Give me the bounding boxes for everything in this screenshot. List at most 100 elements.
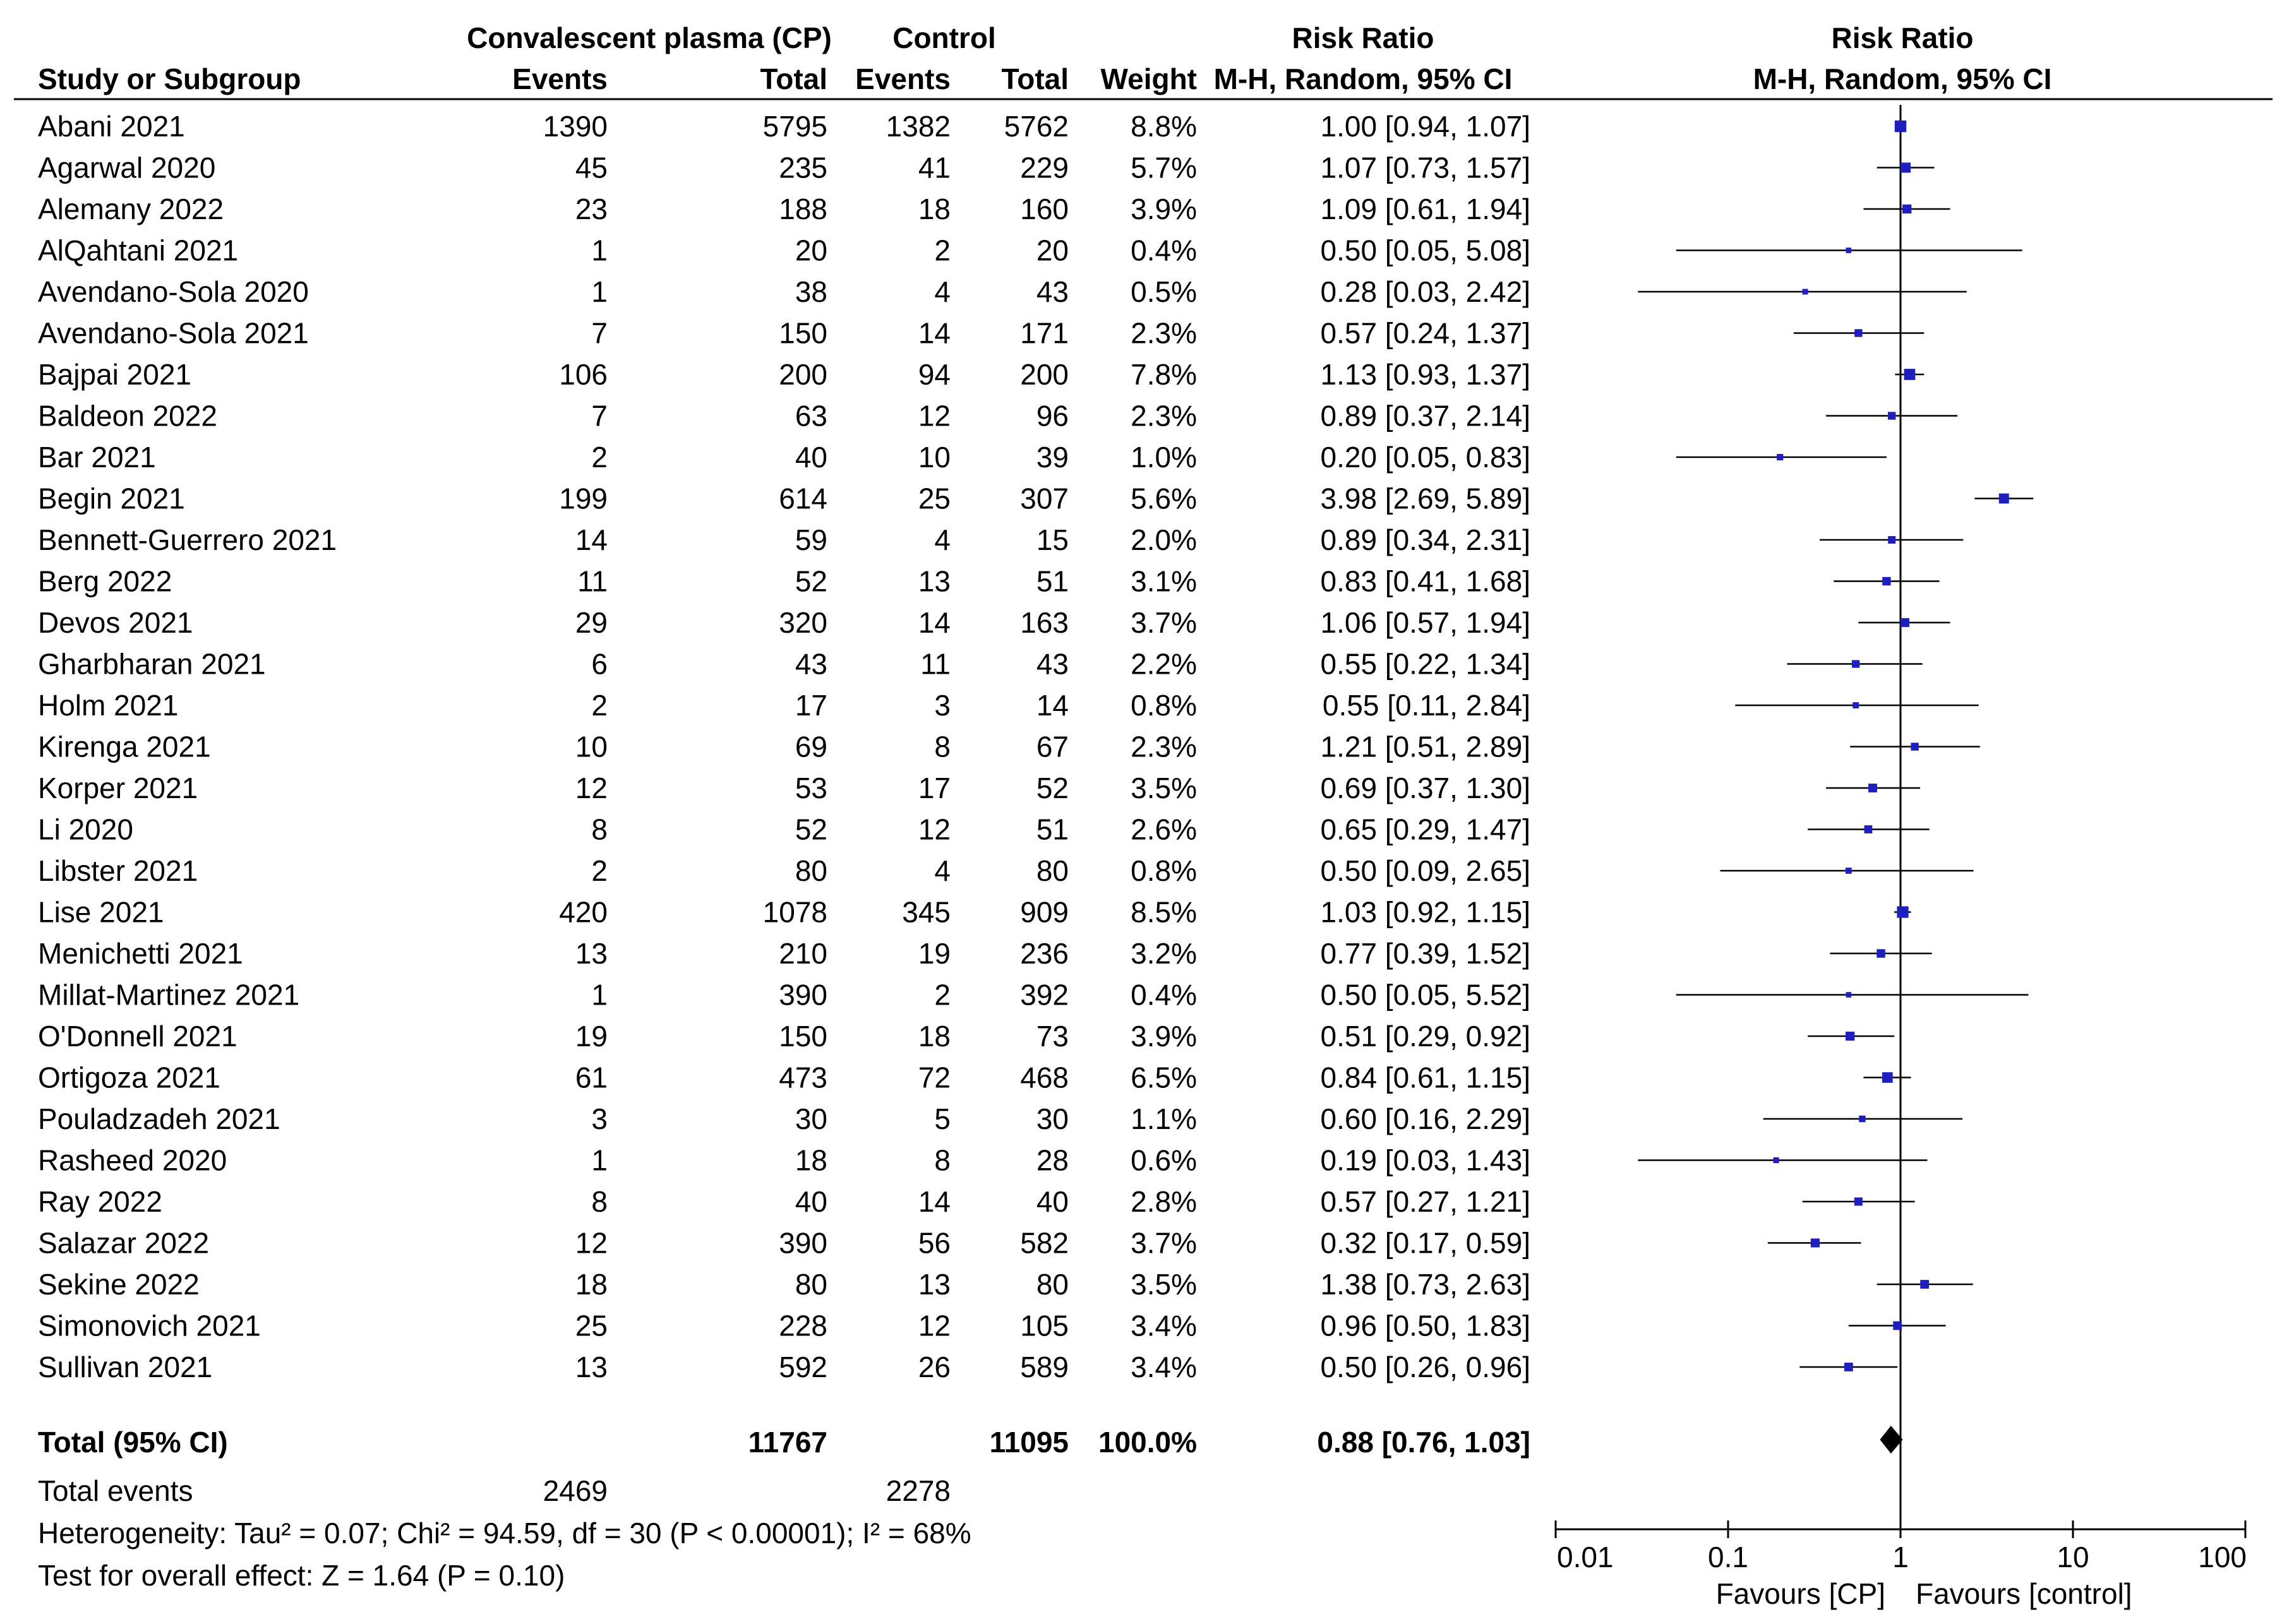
cp-total: 320 — [779, 606, 827, 639]
cp-total: 150 — [779, 1020, 827, 1053]
risk-ratio-ci: 0.89 [0.34, 2.31] — [1321, 523, 1531, 556]
header-cp-events: Events — [512, 63, 608, 95]
control-total: 5762 — [1004, 110, 1069, 143]
effect-square — [1844, 1363, 1853, 1371]
control-events: 3 — [934, 689, 951, 722]
study-name: Rasheed 2020 — [38, 1144, 227, 1177]
control-total: 80 — [1036, 854, 1069, 887]
cp-total: 473 — [779, 1061, 827, 1094]
table-row: Pouladzadeh 2021 3 30 5 30 1.1% 0.60 [0.16, 2.… — [38, 1102, 1530, 1135]
control-events: 4 — [934, 523, 951, 556]
risk-ratio-ci: 0.32 [0.17, 0.59] — [1321, 1227, 1531, 1260]
study-weight: 8.8% — [1131, 110, 1197, 143]
risk-ratio-ci: 1.38 [0.73, 2.63] — [1321, 1268, 1531, 1301]
risk-ratio-ci: 0.20 [0.05, 0.83] — [1321, 441, 1531, 474]
risk-ratio-ci: 0.60 [0.16, 2.29] — [1321, 1102, 1531, 1135]
study-name: Sullivan 2021 — [38, 1351, 212, 1383]
study-weight: 3.7% — [1131, 606, 1197, 639]
table-row: Simonovich 2021 25 228 12 105 3.4% 0.96 [0.50,… — [38, 1310, 1530, 1342]
risk-ratio-ci: 0.57 [0.27, 1.21] — [1321, 1185, 1531, 1218]
control-events: 8 — [934, 731, 951, 763]
cp-total: 210 — [779, 937, 827, 970]
study-weight: 2.2% — [1131, 648, 1197, 681]
header-plot-method: M-H, Random, 95% CI — [1753, 63, 2052, 95]
control-events: 18 — [918, 193, 951, 225]
study-name: Avendano-Sola 2020 — [38, 275, 309, 308]
header-control-group: Control — [892, 21, 996, 54]
risk-ratio-ci: 0.77 [0.39, 1.52] — [1321, 937, 1531, 970]
total-cp-n: 11767 — [748, 1426, 827, 1459]
control-total: 51 — [1036, 813, 1069, 846]
cp-total: 1078 — [763, 896, 827, 929]
table-row: AlQahtani 2021 1 20 2 20 0.4% 0.50 [0.05, 5.08… — [38, 234, 1530, 267]
risk-ratio-ci: 0.19 [0.03, 1.43] — [1321, 1144, 1531, 1177]
cp-events: 1 — [591, 1144, 608, 1177]
effect-square — [1888, 536, 1896, 544]
cp-events: 13 — [575, 937, 608, 970]
risk-ratio-ci: 3.98 [2.69, 5.89] — [1321, 482, 1531, 515]
total-events-label: Total events — [38, 1474, 193, 1507]
study-name: Korper 2021 — [38, 772, 198, 804]
cp-total: 18 — [795, 1144, 827, 1177]
study-weight: 5.6% — [1131, 482, 1197, 515]
study-weight: 0.4% — [1131, 234, 1197, 267]
control-events: 17 — [918, 772, 951, 804]
risk-ratio-ci: 0.96 [0.50, 1.83] — [1321, 1310, 1531, 1342]
risk-ratio-ci: 0.57 [0.24, 1.37] — [1321, 317, 1531, 350]
control-total: 468 — [1020, 1061, 1069, 1094]
table-row: O'Donnell 2021 19 150 18 73 3.9% 0.51 [0.29, 0… — [38, 1020, 1530, 1053]
risk-ratio-ci: 0.50 [0.09, 2.65] — [1321, 854, 1531, 887]
cp-events: 1 — [591, 234, 608, 267]
control-total: 96 — [1036, 400, 1069, 433]
table-row: Avendano-Sola 2020 1 38 4 43 0.5% 0.28 [0.03, … — [38, 275, 1530, 308]
study-name: Baldeon 2022 — [38, 400, 217, 433]
control-events: 12 — [918, 813, 951, 846]
cp-total: 63 — [795, 400, 827, 433]
table-row: Agarwal 2020 45 235 41 229 5.7% 1.07 [0.73, 1.… — [38, 152, 1530, 184]
study-name: Ray 2022 — [38, 1185, 162, 1218]
study-weight: 0.5% — [1131, 275, 1197, 308]
cp-total: 43 — [795, 648, 827, 681]
control-events: 4 — [934, 854, 951, 887]
cp-events: 8 — [591, 1185, 608, 1218]
study-name: Devos 2021 — [38, 606, 193, 639]
effect-square — [1854, 1197, 1863, 1206]
cp-events: 8 — [591, 813, 608, 846]
effect-square — [1882, 1072, 1893, 1083]
study-name: Abani 2021 — [38, 110, 185, 143]
risk-ratio-ci: 1.13 [0.93, 1.37] — [1321, 358, 1531, 391]
cp-total: 80 — [795, 854, 827, 887]
risk-ratio-ci: 1.09 [0.61, 1.94] — [1321, 193, 1531, 225]
study-weight: 2.6% — [1131, 813, 1197, 846]
x-tick-label: 0.1 — [1708, 1541, 1748, 1573]
risk-ratio-ci: 0.50 [0.05, 5.08] — [1321, 234, 1531, 267]
study-name: Pouladzadeh 2021 — [38, 1102, 280, 1135]
control-total: 80 — [1036, 1268, 1069, 1301]
risk-ratio-ci: 0.83 [0.41, 1.68] — [1321, 565, 1531, 598]
study-name: Salazar 2022 — [38, 1227, 209, 1260]
control-total: 30 — [1036, 1102, 1069, 1135]
risk-ratio-ci: 0.55 [0.11, 2.84] — [1323, 689, 1530, 722]
header-study: Study or Subgroup — [38, 63, 301, 95]
effect-square — [1802, 289, 1808, 295]
control-events: 14 — [918, 606, 951, 639]
risk-ratio-ci: 0.69 [0.37, 1.30] — [1321, 772, 1531, 804]
table-row: Salazar 2022 12 390 56 582 3.7% 0.32 [0.17, 0.… — [38, 1227, 1530, 1260]
effect-square — [1894, 120, 1907, 133]
effect-square — [1864, 825, 1873, 833]
table-row: Ortigoza 2021 61 473 72 468 6.5% 0.84 [0.61, 1… — [38, 1061, 1530, 1094]
study-weight: 3.7% — [1131, 1227, 1197, 1260]
control-total: 909 — [1020, 896, 1069, 929]
effect-square — [1777, 453, 1784, 461]
table-row: Bar 2021 2 40 10 39 1.0% 0.20 [0.05, 0.83] — [38, 441, 1530, 474]
table-row: Li 2020 8 52 12 51 2.6% 0.65 [0.29, 1.47] — [38, 813, 1530, 846]
table-row: Sullivan 2021 13 592 26 589 3.4% 0.50 [0.26, 0… — [38, 1351, 1530, 1383]
control-events: 2 — [934, 234, 951, 267]
control-events: 10 — [918, 441, 951, 474]
favours-cp-label: Favours [CP] — [1716, 1577, 1885, 1610]
cp-total: 614 — [779, 482, 827, 515]
control-total: 236 — [1020, 937, 1069, 970]
cp-total: 40 — [795, 1185, 827, 1218]
effect-square — [1853, 702, 1859, 708]
